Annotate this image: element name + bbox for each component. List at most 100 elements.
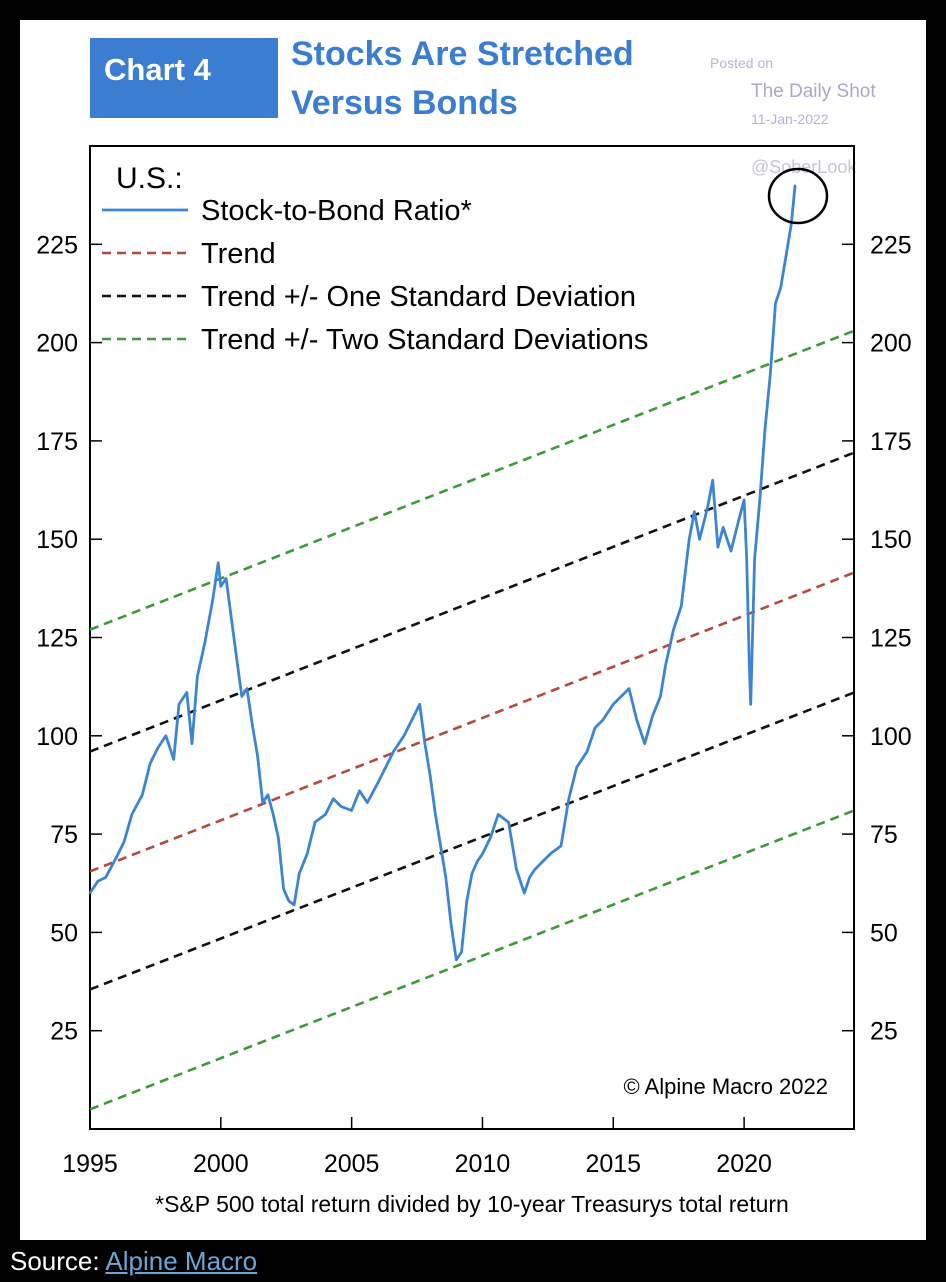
series-point (659, 695, 662, 698)
y-tick-label-right: 75 (870, 821, 898, 849)
y-tick-label-left: 175 (36, 428, 78, 456)
series-point (560, 844, 562, 847)
series-point (272, 813, 275, 816)
series-point (774, 302, 777, 305)
series-point (178, 703, 180, 706)
series-point (403, 734, 405, 737)
series-point (586, 750, 589, 753)
series-point (287, 900, 290, 902)
series-point (384, 766, 387, 769)
series-point (737, 518, 740, 521)
x-tick-label: 1995 (62, 1150, 118, 1178)
series-point (549, 852, 552, 855)
series-point (219, 585, 222, 588)
series-point (533, 868, 536, 871)
series-point (753, 557, 756, 560)
series-point (460, 951, 463, 953)
series-point (314, 821, 316, 824)
series-point (444, 876, 447, 879)
chart-card: Chart 4 Stocks Are Stretched Versus Bond… (20, 20, 926, 1240)
y-tick-label-left: 75 (50, 821, 78, 849)
series-point (410, 719, 413, 721)
trend-line-1 (89, 571, 855, 873)
series-point (251, 723, 254, 725)
series-point (141, 793, 144, 796)
y-tick-label-right: 100 (870, 723, 912, 751)
series-point (794, 184, 797, 187)
legend-label: Trend +/- One Standard Deviation (201, 281, 636, 313)
footnote: *S&P 500 total return divided by 10-year… (155, 1191, 789, 1217)
watermark-date: 11-Jan-2022 (751, 111, 829, 127)
y-tick-label-left: 50 (50, 919, 78, 947)
series-point (758, 498, 761, 501)
series-point (455, 959, 458, 961)
series-point (340, 805, 343, 808)
series-point (439, 844, 442, 847)
series-point (376, 782, 379, 784)
series-point (424, 742, 426, 745)
series-point (350, 809, 353, 812)
series-point (523, 892, 526, 894)
series-point (711, 479, 714, 482)
series-point (541, 860, 544, 863)
series-point (282, 888, 285, 891)
series-point (293, 903, 295, 906)
y-tick-label-right: 150 (870, 526, 912, 554)
legend-label: Trend (201, 238, 276, 270)
peak-highlight-circle (767, 167, 829, 225)
y-tick-label-left: 125 (36, 625, 78, 653)
series-point (785, 255, 787, 257)
series-point (706, 506, 709, 509)
series-point (235, 656, 238, 659)
x-tick-label: 2000 (193, 1150, 249, 1178)
series-point (157, 746, 159, 749)
series-point (643, 742, 646, 745)
y-tick-label-right: 225 (870, 231, 912, 259)
series-point (366, 801, 369, 804)
series-point (717, 546, 719, 548)
source-label: Source: (10, 1246, 100, 1276)
y-tick-label-left: 150 (36, 526, 78, 554)
y-tick-label-right: 175 (870, 428, 912, 456)
copyright: © Alpine Macro 2022 (623, 1074, 828, 1099)
chart-title-line1: Stocks Are Stretched (291, 35, 634, 73)
series-point (651, 715, 654, 718)
y-tick-label-right: 125 (870, 625, 912, 653)
y-tick-label-right: 200 (870, 330, 912, 358)
series-point (115, 856, 118, 859)
series-point (730, 550, 732, 552)
series-point (185, 691, 188, 694)
series-point (306, 852, 309, 855)
series-point (507, 821, 510, 824)
series-point (764, 428, 766, 431)
chart-figure: Chart 4 Stocks Are Stretched Versus Bond… (36, 35, 912, 1217)
series-point (749, 703, 752, 706)
y-tick-label-right: 25 (870, 1018, 898, 1046)
y-tick-label-left: 225 (36, 231, 78, 259)
trend-line-5 (89, 809, 855, 1111)
series-point (89, 892, 91, 894)
series-point (790, 223, 793, 226)
source-line: Source: Alpine Macro (10, 1246, 257, 1277)
series-point (688, 538, 691, 541)
series-point (256, 754, 259, 757)
series-point (664, 664, 667, 666)
watermark-site: The Daily Shot (751, 81, 876, 102)
series-point (324, 813, 327, 816)
series-point (298, 872, 301, 875)
trend-line-4 (89, 329, 855, 631)
series-point (680, 605, 683, 607)
series-point (240, 695, 243, 698)
series-point (96, 880, 99, 883)
series-point (465, 900, 468, 902)
series-point (769, 373, 772, 375)
legend-label: Trend +/- Two Standard Deviations (201, 324, 648, 356)
source-link[interactable]: Alpine Macro (105, 1246, 258, 1276)
series-point (418, 703, 421, 706)
series-point (620, 695, 623, 698)
series-point (392, 750, 395, 753)
series-point (594, 727, 596, 729)
y-tick-label-left: 200 (36, 330, 78, 358)
series-point (515, 868, 518, 871)
y-tick-label-left: 25 (50, 1018, 78, 1046)
